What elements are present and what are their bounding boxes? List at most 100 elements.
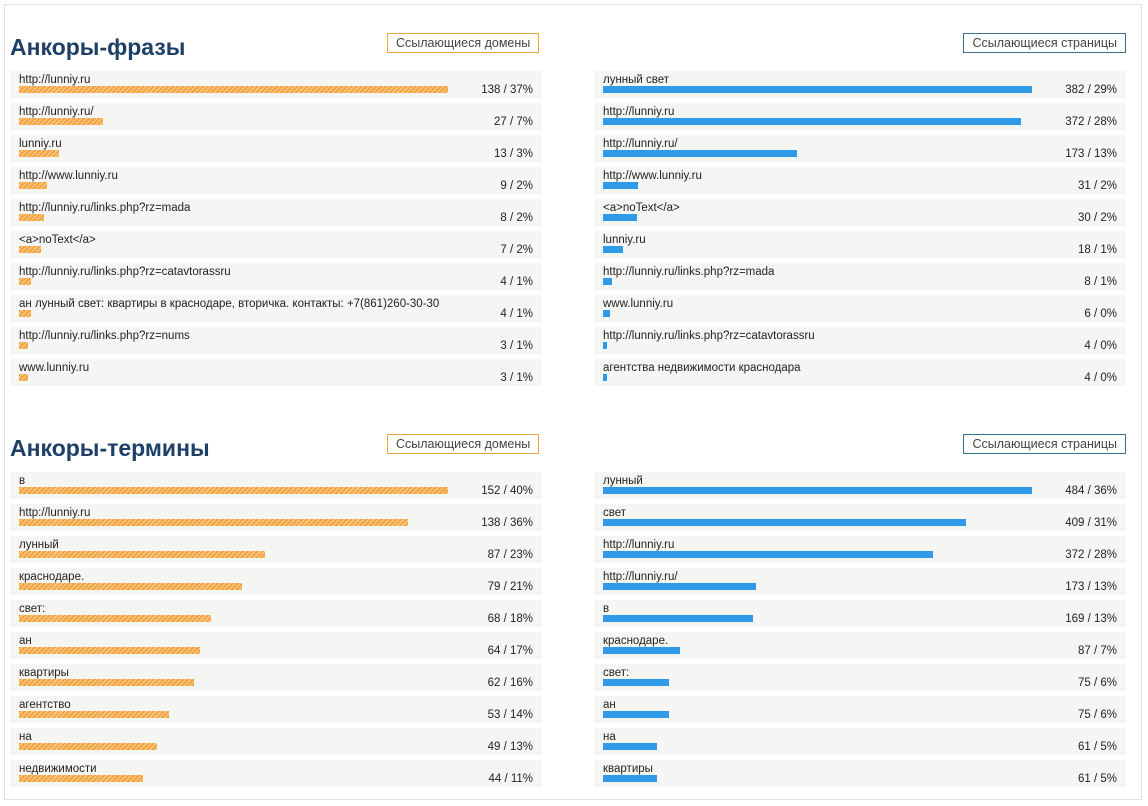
anchor-value: 9 / 2% <box>500 180 533 192</box>
list-item: lunniy.ru 13 / 3% <box>10 135 542 162</box>
list-item: в 152 / 40% <box>10 472 542 499</box>
list-item: в 169 / 13% <box>594 600 1126 627</box>
anchor-label: http://lunniy.ru <box>19 74 91 86</box>
anchor-label: на <box>19 731 32 743</box>
anchor-label: http://lunniy.ru/ <box>603 571 678 583</box>
anchor-label: http://www.lunniy.ru <box>19 170 118 182</box>
anchor-value: 169 / 13% <box>1065 613 1117 625</box>
anchor-label: lunniy.ru <box>603 234 646 246</box>
referring-domains-button[interactable]: Ссылающиеся домены <box>387 33 540 53</box>
anchor-bar <box>19 342 28 349</box>
anchor-label: http://lunniy.ru/links.php?rz=mada <box>603 266 775 278</box>
anchor-bar <box>19 519 408 526</box>
anchor-label: http://lunniy.ru/links.php?rz=catavtoras… <box>19 266 231 278</box>
anchor-bar <box>19 118 103 125</box>
anchor-bar <box>603 342 607 349</box>
anchor-label: квартиры <box>603 763 653 775</box>
list-item: <a>noText</a> 30 / 2% <box>594 199 1126 226</box>
list-item: http://lunniy.ru 372 / 28% <box>594 536 1126 563</box>
list-item: http://lunniy.ru/27 / 7% <box>10 103 542 130</box>
list-item: http://lunniy.ru/links.php?rz=catavtoras… <box>594 327 1126 354</box>
anchor-value: 4 / 0% <box>1084 340 1117 352</box>
anchor-value: 87 / 23% <box>487 549 533 561</box>
anchor-value: 7 / 2% <box>500 244 533 256</box>
anchor-value: 62 / 16% <box>487 677 533 689</box>
anchor-label: агентства недвижимости краснодара <box>603 362 801 374</box>
list-item: http://www.lunniy.ru 31 / 2% <box>594 167 1126 194</box>
anchor-value: 44 / 11% <box>488 773 533 785</box>
anchor-value: 53 / 14% <box>487 709 533 721</box>
anchor-label: свет: <box>603 667 630 679</box>
anchor-label: лунный <box>603 475 643 487</box>
anchor-label: lunniy.ru <box>19 138 62 150</box>
anchor-label: http://lunniy.ru/links.php?rz=nums <box>19 330 190 342</box>
anchor-label: краснодаре. <box>19 571 85 583</box>
referring-pages-button[interactable]: Ссылающиеся страницы <box>963 33 1126 53</box>
list-item: лунный свет 382 / 29% <box>594 71 1126 98</box>
anchor-bar <box>19 487 448 494</box>
anchor-bar <box>19 743 157 750</box>
referring-pages-button[interactable]: Ссылающиеся страницы <box>963 434 1126 454</box>
list-item: http://lunniy.ru 138 / 36% <box>10 504 542 531</box>
anchor-bar <box>19 182 47 189</box>
list-item: http://lunniy.ru/links.php?rz=catavtoras… <box>10 263 542 290</box>
list-item: краснодаре. 79 / 21% <box>10 568 542 595</box>
anchor-value: 87 / 7% <box>1078 645 1117 657</box>
list-item: http://www.lunniy.ru 9 / 2% <box>10 167 542 194</box>
domains-list: http://lunniy.ru 138 / 37% http://lunniy.r… <box>10 71 542 391</box>
list-item: свет 409 / 31% <box>594 504 1126 531</box>
anchor-bar <box>603 551 933 558</box>
anchor-value: 173 / 13% <box>1065 148 1117 160</box>
anchor-bar <box>603 374 607 381</box>
anchor-label: ан лунный свет: квартиры в краснодаре, в… <box>19 298 440 310</box>
anchor-label: www.lunniy.ru <box>603 298 674 310</box>
anchor-label: <a>noText</a> <box>19 234 96 246</box>
anchor-bar <box>19 310 31 317</box>
anchor-value: 409 / 31% <box>1065 517 1117 529</box>
anchor-bar <box>19 551 265 558</box>
anchor-value: 4 / 1% <box>500 308 533 320</box>
anchor-bar <box>603 679 669 686</box>
list-item: лунный 484 / 36% <box>594 472 1126 499</box>
anchor-bar <box>19 150 59 157</box>
anchor-bar <box>603 86 1032 93</box>
anchor-label: http://lunniy.ru <box>19 507 91 519</box>
anchor-value: 138 / 37% <box>481 84 533 96</box>
anchor-value: 68 / 18% <box>487 613 533 625</box>
list-item: http://lunniy.ru/links.php?rz=mada 8 / 2% <box>10 199 542 226</box>
anchor-value: 4 / 0% <box>1084 372 1117 384</box>
anchor-bar <box>603 310 610 317</box>
list-item: http://lunniy.ru/links.php?rz=nums 3 / 1% <box>10 327 542 354</box>
anchor-value: 4 / 1% <box>500 276 533 288</box>
anchor-label: http://lunniy.ru/links.php?rz=mada <box>19 202 191 214</box>
anchor-value: 64 / 17% <box>487 645 533 657</box>
anchor-bar <box>603 711 669 718</box>
list-item: http://lunniy.ru/173 / 13% <box>594 568 1126 595</box>
section-title: Анкоры-термины <box>10 435 210 461</box>
anchor-value: 3 / 1% <box>500 372 533 384</box>
anchor-value: 6 / 0% <box>1084 308 1117 320</box>
report-frame <box>4 4 1142 800</box>
list-item: свет: 75 / 6% <box>594 664 1126 691</box>
anchor-bar <box>19 615 211 622</box>
referring-domains-button[interactable]: Ссылающиеся домены <box>387 434 540 454</box>
anchor-bar <box>603 519 966 526</box>
section-title: Анкоры-фразы <box>10 34 186 60</box>
list-item: лунный 87 / 23% <box>10 536 542 563</box>
list-item: агентства недвижимости краснодара 4 / 0% <box>594 359 1126 386</box>
anchor-bar <box>603 150 797 157</box>
anchor-value: 152 / 40% <box>481 485 533 497</box>
list-item: http://lunniy.ru/173 / 13% <box>594 135 1126 162</box>
anchor-value: 173 / 13% <box>1065 581 1117 593</box>
anchor-value: 484 / 36% <box>1065 485 1117 497</box>
anchor-bar <box>603 278 612 285</box>
list-item: http://lunniy.ru/links.php?rz=mada 8 / 1% <box>594 263 1126 290</box>
list-item: http://lunniy.ru 138 / 37% <box>10 71 542 98</box>
list-item: lunniy.ru 18 / 1% <box>594 231 1126 258</box>
anchor-value: 372 / 28% <box>1065 549 1117 561</box>
anchor-value: 8 / 1% <box>1084 276 1117 288</box>
anchor-label: www.lunniy.ru <box>19 362 90 374</box>
list-item: квартиры 62 / 16% <box>10 664 542 691</box>
anchor-bar <box>603 182 638 189</box>
anchor-label: лунный свет <box>603 74 670 86</box>
